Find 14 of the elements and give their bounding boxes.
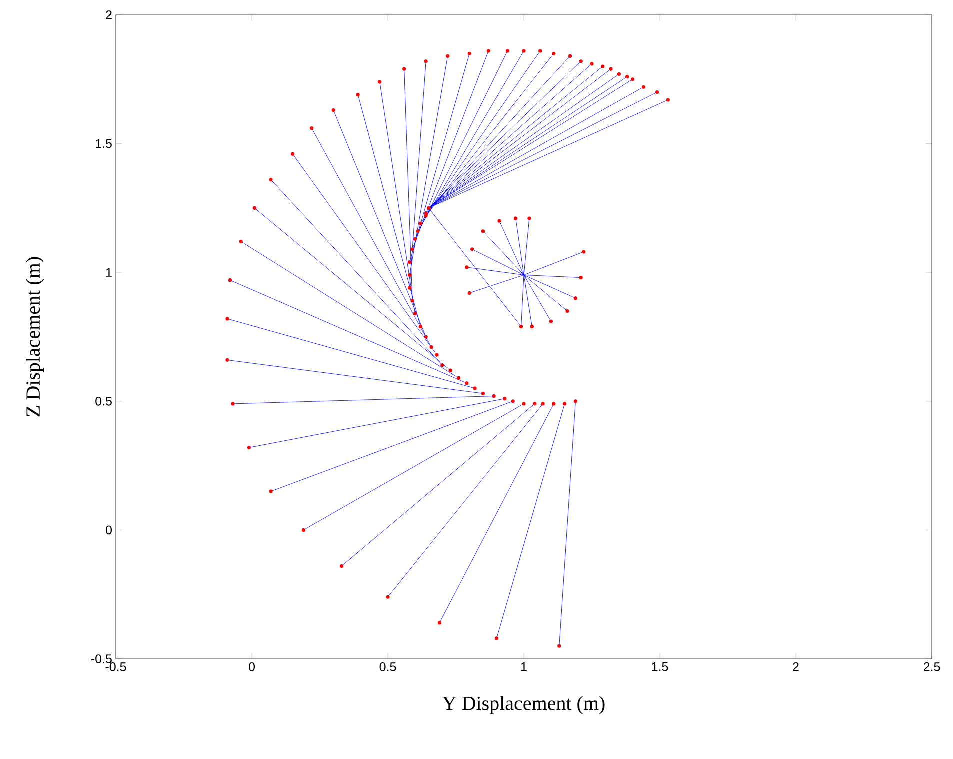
y-tick-label: 0 xyxy=(106,526,112,535)
y-tick-label: -0.5 xyxy=(92,654,112,664)
y-tick-label: 2 xyxy=(106,10,112,20)
x-tick-label: 2.5 xyxy=(924,662,940,672)
x-tick-label: 0 xyxy=(249,662,255,672)
x-tick-label: 1 xyxy=(521,662,527,672)
y-tick-label: 1 xyxy=(106,268,112,277)
y-tick-label: 0.5 xyxy=(96,396,112,406)
y-tick-label: 1.5 xyxy=(96,139,112,148)
x-tick-label: 1.5 xyxy=(652,662,668,672)
y-axis-title: Z Displacement (m) xyxy=(26,257,44,417)
x-tick-label: 2 xyxy=(793,662,799,672)
x-axis-title: Y Displacement (m) xyxy=(442,696,605,714)
x-tick-label: 0.5 xyxy=(380,662,396,672)
